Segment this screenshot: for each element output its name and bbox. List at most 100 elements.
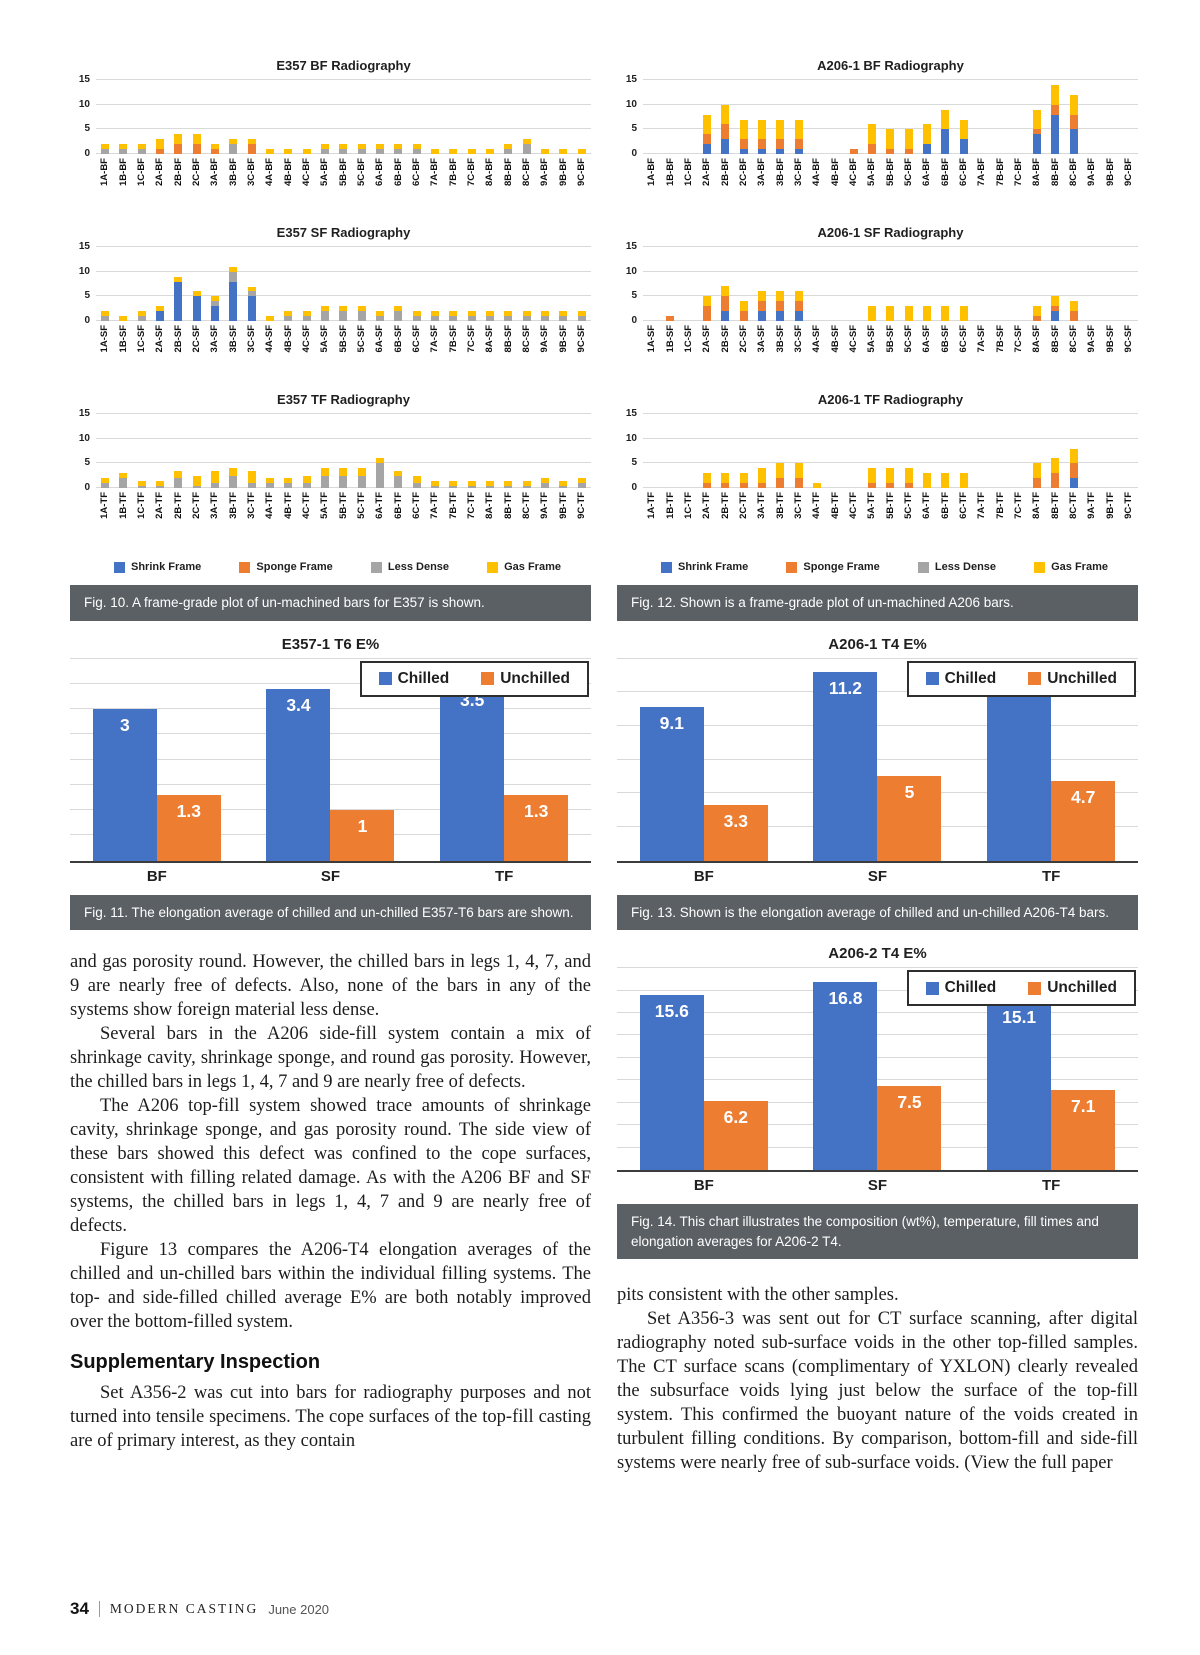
stacked-bar — [394, 306, 403, 321]
x-category-label: 8A-BF — [484, 158, 496, 186]
stacked-bar — [504, 311, 513, 321]
chart-legend: Chilled Unchilled — [906, 970, 1136, 1007]
stacked-bar — [229, 266, 238, 321]
bar-segment — [758, 301, 767, 312]
bar-slot — [991, 80, 1009, 154]
chart-title: A206-2 T4 E% — [828, 945, 927, 963]
bar-slot — [114, 80, 132, 154]
bar-slot — [279, 80, 297, 154]
bar-segment — [703, 296, 712, 307]
bar-segment — [886, 149, 895, 154]
paragraph: Several bars in the A206 side-fill syste… — [70, 1024, 591, 1093]
chart-title: A206-1 TF Radiography — [817, 392, 964, 407]
bar-segment — [1051, 296, 1060, 307]
gridline — [617, 989, 1138, 991]
x-labels: 1A-BF 1B-BF 1C-BF 2A-BF 2B-BF 2C-BF 3A-BF 3B-BF… — [643, 158, 1138, 216]
x-label-slot: 7A-BF — [426, 158, 444, 216]
stacked-bar — [321, 468, 330, 488]
legend-swatch-icon — [786, 561, 798, 573]
bar-segment — [941, 306, 950, 321]
bar-segment — [174, 276, 183, 282]
bar-group: 11.2 5 — [813, 672, 942, 861]
x-label-slot: 1C-SF — [133, 325, 151, 383]
y-tick-label: 15 — [625, 241, 637, 252]
x-category-label: 3B-SF — [227, 325, 239, 353]
stacked-bar — [376, 311, 385, 321]
x-category-label: 1C-BF — [683, 158, 695, 186]
x-category-label: 8B-BF — [1049, 158, 1061, 186]
bar-slot — [389, 80, 407, 154]
gridline — [96, 462, 591, 464]
stacked-bar — [449, 311, 458, 321]
stacked-bar — [412, 475, 421, 488]
stacked-bar — [813, 483, 822, 488]
x-label-slot: 6A-SF — [371, 325, 389, 383]
chart-legend: Chilled Unchilled — [906, 660, 1136, 697]
x-category-label: 7C-BF — [465, 158, 477, 186]
bar-slot — [536, 80, 554, 154]
frame-grade-legend: Shrink Frame Sponge Frame Less Dense Gas Fr… — [617, 559, 1138, 573]
bar-value-label: 1.3 — [523, 800, 549, 821]
x-category-label: 4A-TF — [264, 492, 276, 519]
x-category-label: 9B-SF — [557, 325, 569, 353]
stacked-bar — [174, 276, 183, 321]
bar-slot — [661, 414, 679, 488]
x-label-slot: 3B-TF — [224, 492, 242, 550]
stacked-bar — [703, 473, 712, 488]
stacked-bar — [412, 311, 421, 321]
x-label-slot: 7A-BF — [973, 158, 991, 216]
bar: 11.2 — [813, 672, 878, 861]
article-left-text: and gas porosity round. However, the chi… — [70, 950, 591, 1453]
bar-segment — [1033, 306, 1042, 317]
bar-slot — [771, 414, 789, 488]
legend-swatch-icon — [1028, 672, 1042, 686]
bar-segment — [229, 139, 238, 145]
gridline — [643, 128, 1138, 130]
stacked-bar — [431, 311, 440, 321]
x-label-slot: 5A-TF — [863, 492, 881, 550]
x-category-label: 5B-TF — [337, 492, 349, 519]
bar-slot — [279, 414, 297, 488]
paragraph: Set A356-3 was sent out for CT surface s… — [617, 1309, 1138, 1474]
bar-segment — [703, 144, 712, 154]
y-tick-label: 0 — [84, 315, 90, 326]
chart-a206-2-t4-elongation: A206-2 T4 E% 15.6 6.2 16.8 7.5 15.1 7.1 Chilled… — [617, 945, 1138, 1194]
bar-slot — [1028, 414, 1046, 488]
bar-segment — [868, 306, 877, 321]
bar-group: 16.8 7.5 — [813, 981, 942, 1171]
stacked-bar — [211, 144, 220, 154]
gridline — [70, 809, 591, 811]
bar-segment — [721, 286, 730, 297]
stacked-bar — [886, 306, 895, 321]
bar-segment — [1051, 311, 1060, 321]
x-label-slot: 5A-SF — [316, 325, 334, 383]
bar-segment — [321, 468, 330, 476]
x-label-slot: 6A-BF — [918, 158, 936, 216]
x-category-label: 5A-BF — [866, 158, 878, 186]
bar-segment — [137, 149, 146, 154]
y-tick-label: 10 — [78, 432, 90, 444]
x-label-slot: 9B-SF — [1101, 325, 1119, 383]
bar-slot — [353, 247, 371, 321]
gridline — [96, 270, 591, 272]
bar-slot — [316, 247, 334, 321]
stacked-bar — [467, 149, 476, 154]
x-category-label: 2A-SF — [701, 325, 713, 353]
bar-segment — [192, 134, 201, 145]
bar-segment — [394, 306, 403, 312]
bar-slot — [426, 247, 444, 321]
legend-label: Chilled — [397, 669, 450, 687]
stacked-bar — [412, 144, 421, 154]
stacked-bar — [211, 470, 220, 488]
bar-slot — [771, 80, 789, 154]
bar-slot — [1120, 80, 1138, 154]
stacked-bar — [192, 134, 201, 154]
x-category-label: 5C-SF — [903, 325, 914, 353]
bar-segment — [339, 149, 348, 154]
stacked-bar — [431, 480, 440, 488]
bar-segment — [758, 483, 767, 488]
bar-slot — [499, 414, 517, 488]
x-category-label: 9C-BF — [1122, 158, 1134, 186]
x-category-label: 3A-BF — [756, 158, 768, 186]
x-category-label: 3A-SF — [756, 325, 768, 353]
